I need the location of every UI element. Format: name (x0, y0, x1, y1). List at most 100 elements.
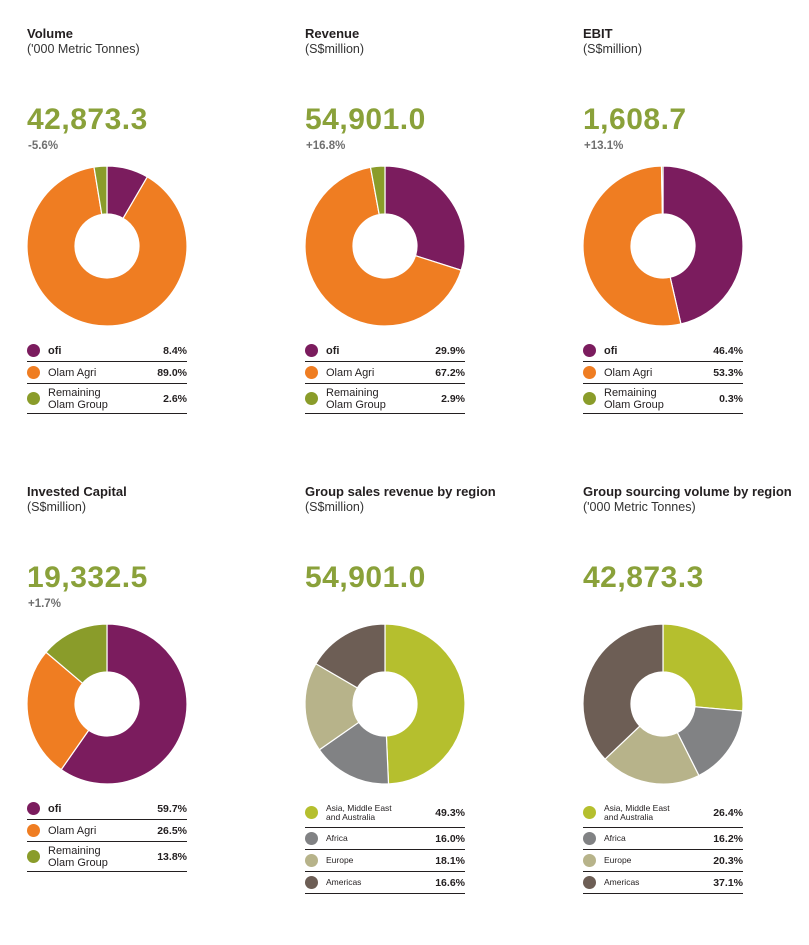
legend-value: 53.3% (713, 366, 743, 379)
slice-americas (315, 623, 386, 689)
legend-swatch (583, 392, 596, 405)
legend-value: 26.4% (713, 806, 743, 819)
chart-subtitle: (S$million) (305, 500, 365, 514)
donut-chart (26, 623, 188, 785)
chart-legend: ofi 59.7% Olam Agri 26.5% Remaining Olam Grou… (27, 798, 187, 872)
legend-label: Americas (604, 877, 640, 887)
legend-value: 2.9% (441, 392, 465, 405)
chart-legend: ofi 46.4% Olam Agri 53.3% Remaining Olam Grou… (583, 340, 743, 414)
legend-value: 16.0% (435, 832, 465, 845)
legend-swatch (305, 344, 318, 357)
chart-subtitle: ('000 Metric Tonnes) (27, 42, 140, 56)
donut-chart (26, 165, 188, 327)
legend-label: Olam Agri (48, 824, 97, 837)
chart-sales-by-region: Group sales revenue by region (S$million)… (304, 484, 525, 904)
legend-row-olam-agri: Olam Agri 53.3% (583, 362, 743, 384)
legend-swatch (583, 876, 596, 889)
headline-value: 1,608.7 (583, 103, 687, 136)
legend-value: 29.9% (435, 344, 465, 357)
legend-label: Remaining Olam Group (48, 844, 108, 869)
legend-swatch (583, 366, 596, 379)
chart-legend: Asia, Middle East and Australia 49.3% Afric… (305, 798, 465, 894)
legend-value: 18.1% (435, 854, 465, 867)
donut-chart (582, 165, 744, 327)
chart-subtitle: (S$million) (583, 42, 643, 56)
chart-subtitle: (S$million) (27, 500, 87, 514)
change-value: +1.7% (28, 598, 61, 610)
legend-swatch (583, 854, 596, 867)
legend-swatch (583, 806, 596, 819)
chart-subtitle: (S$million) (305, 42, 365, 56)
legend-value: 20.3% (713, 854, 743, 867)
legend-swatch (305, 876, 318, 889)
legend-row-europe: Europe 20.3% (583, 850, 743, 872)
slice-olam-agri (304, 166, 462, 327)
legend-value: 59.7% (157, 802, 187, 815)
legend-swatch (27, 850, 40, 863)
legend-swatch (305, 366, 318, 379)
legend-label: Americas (326, 877, 362, 887)
legend-label: Olam Agri (604, 366, 653, 379)
donut-chart (304, 623, 466, 785)
legend-row-remaining-olam-group: Remaining Olam Group 13.8% (27, 842, 187, 872)
legend-swatch (305, 392, 318, 405)
headline-value: 54,901.0 (305, 561, 426, 594)
chart-sourcing-by-region: Group sourcing volume by region ('000 Met… (582, 484, 803, 904)
slice-remaining-olam-group (369, 165, 386, 216)
legend-value: 46.4% (713, 344, 743, 357)
chart-title: Group sales revenue by region (305, 484, 496, 499)
legend-swatch (583, 832, 596, 845)
legend-label: Asia, Middle East and Australia (326, 802, 392, 822)
legend-row-ofi: ofi 59.7% (27, 798, 187, 820)
legend-row-ofi: ofi 29.9% (305, 340, 465, 362)
slice-olam-agri (26, 166, 188, 327)
slice-remaining-olam-group (45, 623, 108, 685)
legend-label: Asia, Middle East and Australia (604, 802, 670, 822)
legend-row-asia-middle-east-and-australia: Asia, Middle East and Australia 26.4% (583, 798, 743, 828)
legend-label: ofi (326, 344, 340, 357)
legend-row-ofi: ofi 46.4% (583, 340, 743, 362)
chart-legend: ofi 8.4% Olam Agri 89.0% Remaining Olam Group… (27, 340, 187, 414)
chart-title: Group sourcing volume by region (583, 484, 792, 499)
slice-olam-agri (26, 651, 90, 771)
legend-label: Olam Agri (48, 366, 97, 379)
legend-swatch (27, 344, 40, 357)
legend-label: ofi (48, 344, 62, 357)
legend-swatch (27, 366, 40, 379)
chart-legend: Asia, Middle East and Australia 26.4% Afric… (583, 798, 743, 894)
change-value: -5.6% (28, 140, 59, 152)
legend-label: Africa (604, 833, 626, 843)
chart-subtitle: ('000 Metric Tonnes) (583, 500, 696, 514)
legend-label: ofi (48, 802, 62, 815)
legend-value: 0.3% (719, 392, 743, 405)
slice-europe (604, 725, 700, 785)
legend-row-remaining-olam-group: Remaining Olam Group 2.6% (27, 384, 187, 414)
chart-title: EBIT (583, 26, 613, 41)
legend-value: 16.2% (713, 832, 743, 845)
legend-swatch (27, 802, 40, 815)
chart-ebit: EBIT (S$million) 1,608.7 +13.1% ofi 46.4% Olam… (582, 26, 803, 446)
legend-label: Africa (326, 833, 348, 843)
chart-invested-capital: Invested Capital (S$million) 19,332.5 +1.7%… (26, 484, 247, 904)
legend-row-olam-agri: Olam Agri 26.5% (27, 820, 187, 842)
legend-row-ofi: ofi 8.4% (27, 340, 187, 362)
legend-swatch (305, 806, 318, 819)
legend-value: 67.2% (435, 366, 465, 379)
legend-label: Olam Agri (326, 366, 375, 379)
donut-chart (582, 623, 744, 785)
change-value: +13.1% (584, 140, 624, 152)
donut-chart (304, 165, 466, 327)
legend-row-europe: Europe 18.1% (305, 850, 465, 872)
legend-row-africa: Africa 16.0% (305, 828, 465, 850)
chart-title: Volume (27, 26, 73, 41)
legend-value: 89.0% (157, 366, 187, 379)
slice-americas (582, 623, 664, 760)
legend-value: 2.6% (163, 392, 187, 405)
slice-remaining-olam-group (93, 165, 108, 216)
legend-label: Remaining Olam Group (604, 386, 664, 411)
legend-value: 49.3% (435, 806, 465, 819)
slice-europe (304, 662, 360, 751)
legend-label: Remaining Olam Group (326, 386, 386, 411)
chart-title: Invested Capital (27, 484, 127, 499)
legend-swatch (305, 854, 318, 867)
